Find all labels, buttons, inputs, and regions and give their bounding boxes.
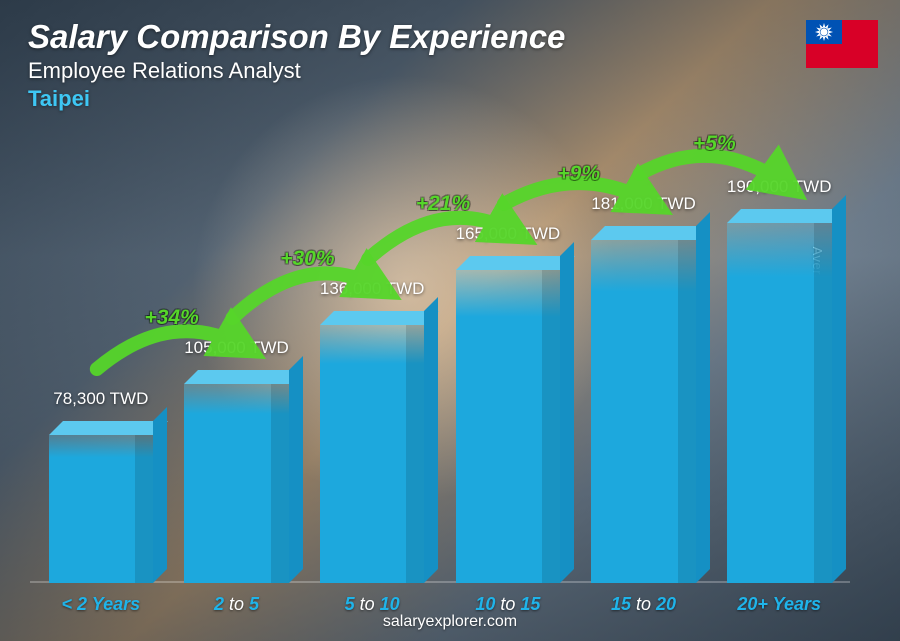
bar-value-label: 78,300 TWD bbox=[4, 389, 199, 409]
bar-value-label: 181,000 TWD bbox=[546, 194, 741, 214]
chart-location: Taipei bbox=[28, 86, 872, 112]
bar-front bbox=[184, 384, 289, 583]
bar-top-face bbox=[727, 209, 846, 223]
bar-slot: 190,000 TWD20+ Years bbox=[718, 113, 840, 583]
bar-top-face bbox=[320, 311, 439, 325]
footer-attribution: salaryexplorer.com bbox=[0, 613, 900, 631]
taiwan-flag-icon bbox=[806, 20, 878, 68]
bar bbox=[456, 270, 561, 583]
bar-side-face bbox=[153, 407, 167, 583]
chart-subtitle: Employee Relations Analyst bbox=[28, 58, 872, 84]
bar-front bbox=[320, 325, 425, 583]
chart-title: Salary Comparison By Experience bbox=[28, 18, 872, 56]
bar-top-face bbox=[591, 226, 710, 240]
bar-category-label: 20+ Years bbox=[694, 594, 864, 615]
bar-value-label: 136,000 TWD bbox=[275, 279, 470, 299]
bar-top-face bbox=[184, 370, 303, 384]
bar-chart: 78,300 TWD< 2 Years105,000 TWD2 to 5136,… bbox=[40, 113, 840, 583]
bar-front bbox=[49, 435, 154, 583]
bar-side-face bbox=[560, 242, 574, 583]
bar-side-face bbox=[696, 212, 710, 583]
bar bbox=[727, 223, 832, 583]
bar-value-label: 165,000 TWD bbox=[411, 224, 606, 244]
bar bbox=[184, 384, 289, 583]
bar bbox=[49, 435, 154, 583]
bar-top-face bbox=[49, 421, 168, 435]
bar-front bbox=[727, 223, 832, 583]
bar-side-face bbox=[832, 195, 846, 583]
bar-front bbox=[456, 270, 561, 583]
bar-front bbox=[591, 240, 696, 583]
bar-slot: 105,000 TWD2 to 5 bbox=[176, 113, 298, 583]
bar-side-face bbox=[289, 356, 303, 583]
bar bbox=[591, 240, 696, 583]
bar-value-label: 105,000 TWD bbox=[139, 338, 334, 358]
header: Salary Comparison By Experience Employee… bbox=[28, 18, 872, 112]
bar-slot: 165,000 TWD10 to 15 bbox=[447, 113, 569, 583]
bar bbox=[320, 325, 425, 583]
bar-value-label: 190,000 TWD bbox=[682, 177, 877, 197]
bar-top-face bbox=[456, 256, 575, 270]
bar-side-face bbox=[424, 297, 438, 583]
bar-slot: 136,000 TWD5 to 10 bbox=[311, 113, 433, 583]
